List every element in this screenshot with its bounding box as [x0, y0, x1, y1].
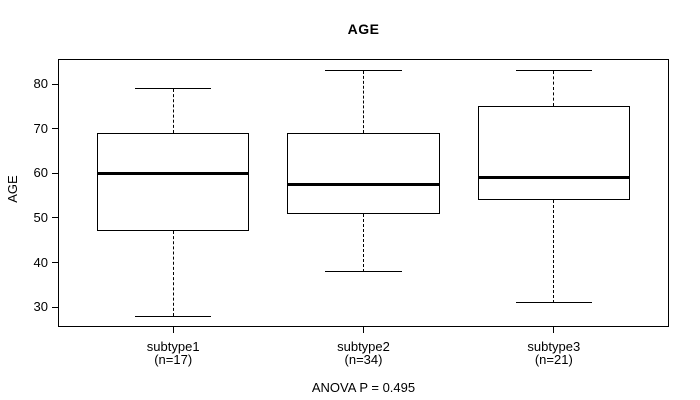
upper-whisker-stem	[363, 70, 364, 134]
category-sublabel: (n=17)	[154, 352, 193, 367]
iqr-box	[477, 106, 630, 201]
y-tick-mark	[52, 217, 58, 219]
y-tick-mark	[52, 83, 58, 85]
lower-whisker-cap	[135, 315, 212, 317]
upper-whisker-cap	[135, 88, 212, 90]
iqr-box	[287, 133, 440, 214]
lower-whisker-stem	[172, 231, 174, 317]
lower-whisker-cap	[325, 271, 402, 273]
median-line	[98, 171, 249, 175]
y-tick-mark	[52, 172, 58, 174]
lower-whisker-stem	[553, 200, 555, 303]
upper-whisker-cap	[515, 70, 592, 72]
lower-whisker-stem	[363, 213, 364, 272]
category-label: subtype3	[527, 339, 581, 354]
chart-title: AGE	[347, 21, 380, 37]
x-tick-mark	[553, 327, 555, 333]
y-tick-mark	[52, 306, 58, 308]
x-tick-mark	[363, 327, 364, 333]
y-tick-mark	[52, 128, 58, 130]
anova-p-value: ANOVA P = 0.495	[311, 380, 416, 395]
median-line	[288, 183, 439, 187]
upper-whisker-stem	[553, 70, 555, 107]
y-tick-label: 60	[33, 165, 48, 181]
y-tick-mark	[52, 262, 58, 264]
lower-whisker-cap	[515, 302, 592, 304]
iqr-box	[97, 133, 250, 232]
y-tick-label: 50	[33, 209, 48, 225]
x-tick-mark	[172, 327, 174, 333]
upper-whisker-cap	[325, 70, 402, 72]
median-line	[478, 176, 629, 180]
category-label: subtype1	[146, 339, 200, 354]
y-tick-label: 70	[33, 120, 48, 136]
upper-whisker-stem	[172, 88, 174, 134]
category-sublabel: (n=21)	[534, 352, 573, 367]
plot-area: 30 40 50 60 70 80	[34, 59, 669, 333]
y-tick-label: 80	[33, 76, 48, 92]
category-sublabel: (n=34)	[344, 352, 383, 367]
y-tick-label: 40	[33, 254, 48, 270]
y-tick-label: 30	[33, 299, 48, 315]
category-label: subtype2	[337, 339, 390, 354]
